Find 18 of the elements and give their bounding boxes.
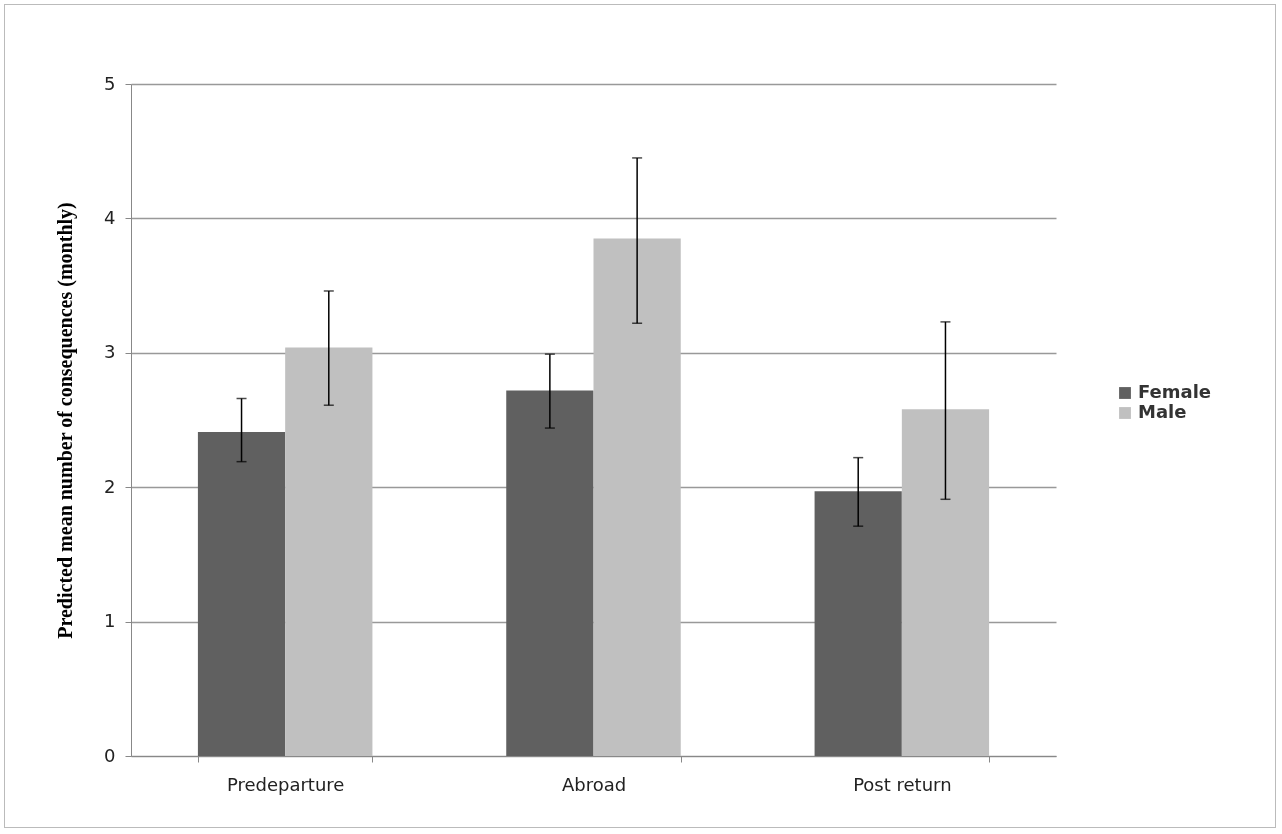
bar (197, 432, 286, 756)
x-tick-label: Abroad (561, 773, 627, 795)
legend-label: Female (1138, 381, 1212, 402)
bar (285, 347, 373, 756)
bar (506, 390, 594, 756)
x-tick-label: Predeparture (226, 773, 345, 795)
bar (901, 409, 990, 756)
bar (593, 238, 681, 756)
x-tick-label: Post return (853, 773, 952, 795)
y-tick-label: 3 (104, 341, 116, 363)
legend-label: Male (1138, 401, 1187, 422)
bar (814, 491, 902, 756)
y-tick-label: 1 (104, 610, 116, 632)
y-tick-label: 0 (104, 744, 116, 766)
y-tick-label: 2 (104, 475, 116, 497)
y-axis-title: Predicted mean number of consequences (monthly) (54, 202, 78, 639)
y-tick-label: 5 (104, 72, 116, 94)
y-tick-label: 4 (104, 206, 116, 228)
